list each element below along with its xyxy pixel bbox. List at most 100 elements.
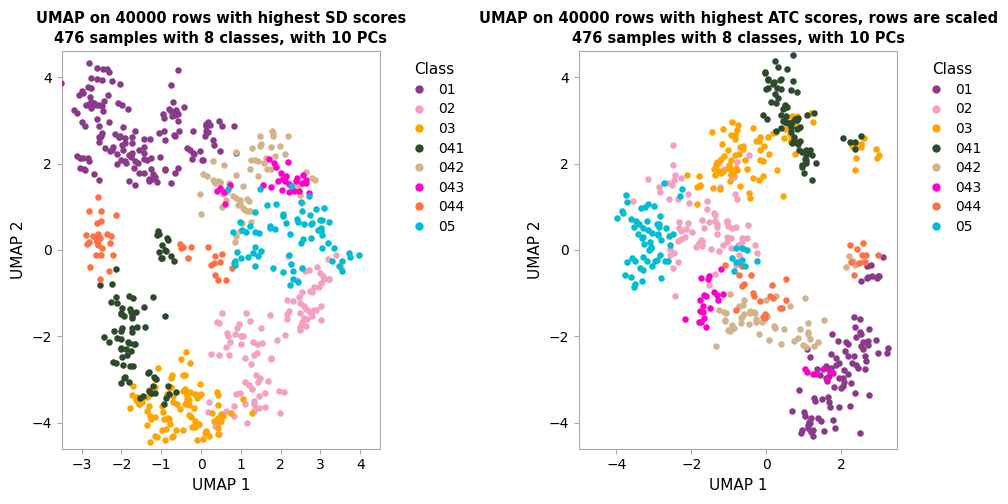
Point (169, 117, 185, 125)
Point (807, 370, 824, 379)
Point (232, 389, 248, 397)
Point (89, 238, 105, 246)
Point (136, 169, 152, 177)
Point (726, 173, 742, 181)
Point (853, 328, 869, 336)
Point (215, 122, 231, 131)
Point (650, 223, 666, 231)
Point (733, 320, 749, 328)
Point (90, 241, 106, 249)
Point (263, 355, 279, 363)
Point (762, 292, 778, 300)
Point (227, 402, 243, 410)
Point (625, 198, 641, 206)
Point (321, 255, 337, 263)
Point (274, 172, 290, 180)
Point (164, 371, 180, 379)
Point (760, 84, 776, 92)
Point (161, 415, 177, 423)
Point (168, 388, 184, 396)
Point (272, 409, 288, 417)
Point (788, 116, 804, 124)
Point (694, 240, 710, 248)
Point (94, 102, 110, 110)
Point (156, 127, 172, 135)
Point (164, 112, 180, 120)
Point (149, 230, 165, 238)
Point (220, 185, 236, 193)
Point (291, 187, 307, 195)
Point (664, 181, 680, 189)
Point (285, 296, 301, 304)
Point (146, 374, 162, 383)
Point (136, 155, 152, 163)
Point (731, 258, 747, 266)
Point (864, 272, 880, 280)
Point (719, 233, 735, 241)
Point (673, 174, 689, 182)
Point (295, 235, 311, 243)
Point (716, 240, 732, 248)
Point (181, 359, 198, 367)
Point (159, 391, 175, 399)
Point (292, 191, 308, 199)
Point (302, 211, 319, 219)
Point (294, 288, 310, 296)
Point (198, 127, 214, 135)
Point (790, 140, 806, 148)
Point (83, 263, 99, 271)
Point (735, 145, 751, 153)
Point (230, 201, 246, 209)
Point (731, 302, 747, 310)
Point (767, 90, 783, 98)
Point (177, 400, 194, 408)
Point (776, 325, 792, 333)
Point (297, 267, 313, 275)
Point (294, 171, 310, 179)
Point (651, 183, 667, 192)
Point (245, 338, 261, 346)
Point (206, 417, 222, 425)
Point (145, 382, 161, 390)
Point (720, 217, 736, 225)
Point (717, 164, 733, 172)
Point (147, 413, 163, 421)
Point (791, 386, 807, 394)
Point (244, 409, 260, 417)
Point (127, 181, 143, 190)
Point (633, 204, 649, 212)
Point (73, 154, 89, 162)
Point (694, 274, 710, 282)
Point (798, 368, 814, 376)
Point (661, 232, 677, 240)
Point (186, 404, 203, 412)
Point (101, 338, 117, 346)
Point (163, 251, 179, 260)
Point (831, 337, 847, 345)
Point (83, 98, 99, 106)
Point (334, 257, 350, 265)
Point (162, 81, 178, 89)
Point (213, 417, 229, 425)
Point (256, 159, 272, 167)
Point (707, 211, 723, 219)
Point (748, 137, 764, 145)
Point (152, 153, 168, 161)
Point (119, 351, 135, 359)
Point (97, 144, 113, 152)
Point (246, 351, 262, 359)
Point (334, 267, 350, 275)
Point (95, 244, 111, 252)
Point (156, 114, 172, 122)
Point (742, 308, 758, 317)
Point (840, 340, 856, 348)
Point (818, 375, 835, 383)
Point (69, 109, 85, 117)
Point (239, 419, 255, 427)
Point (128, 396, 144, 404)
Point (777, 101, 793, 109)
Point (238, 354, 254, 362)
Point (778, 112, 794, 120)
Point (279, 316, 295, 324)
Point (267, 152, 283, 160)
